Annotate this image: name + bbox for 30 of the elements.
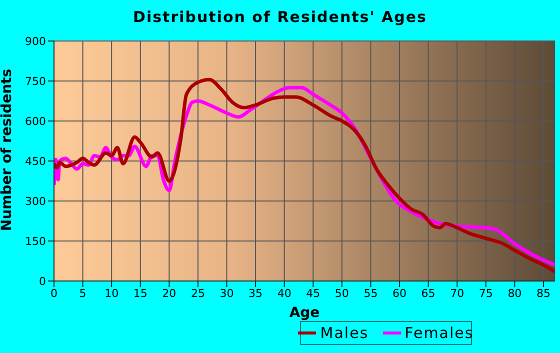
x-tick-label: 55 <box>364 286 378 300</box>
y-tick-label: 0 <box>39 274 46 288</box>
x-tick-label: 50 <box>334 286 349 300</box>
x-tick-label: 60 <box>392 286 407 300</box>
x-tick-label: 15 <box>133 286 148 300</box>
x-tick-label: 85 <box>536 286 550 300</box>
y-tick-label: 150 <box>25 234 46 248</box>
legend-label: Males <box>320 324 369 342</box>
y-tick-label: 750 <box>25 74 46 88</box>
x-tick-label: 40 <box>277 286 292 300</box>
x-tick-label: 0 <box>50 286 58 300</box>
x-tick-label: 35 <box>248 286 263 300</box>
x-tick-label: 65 <box>421 286 436 300</box>
legend-label: Females <box>404 324 474 342</box>
x-axis-title: Age <box>289 305 320 321</box>
y-tick-label: 600 <box>25 114 46 128</box>
y-tick-label: 300 <box>25 194 46 208</box>
x-tick-label: 5 <box>79 286 86 300</box>
x-tick-label: 45 <box>306 286 320 300</box>
x-tick-label: 20 <box>162 286 176 300</box>
x-tick-label: 80 <box>508 286 522 300</box>
y-axis-title: Number of residents <box>0 68 15 231</box>
x-tick-label: 75 <box>478 286 493 300</box>
x-tick-label: 70 <box>450 286 464 300</box>
x-tick-label: 10 <box>104 286 119 300</box>
y-tick-label: 900 <box>25 34 46 48</box>
x-tick-label: 30 <box>220 286 234 300</box>
y-tick-label: 450 <box>25 154 46 168</box>
x-tick-label: 25 <box>190 286 205 300</box>
chart-title: Distribution of Residents' Ages <box>132 8 428 26</box>
